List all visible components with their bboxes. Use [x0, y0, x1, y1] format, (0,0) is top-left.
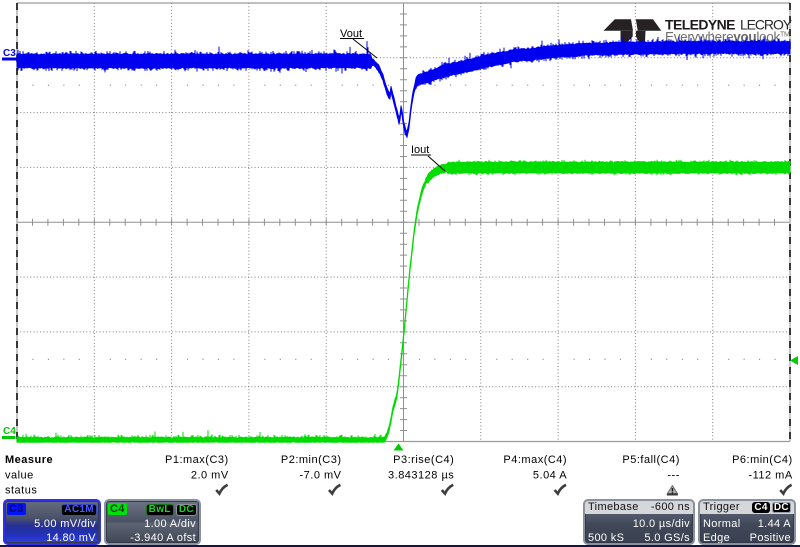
svg-text:P5:fall(C4): P5:fall(C4): [622, 454, 679, 466]
svg-text:Vout: Vout: [340, 28, 362, 40]
svg-text:P4:max(C4): P4:max(C4): [503, 454, 567, 466]
svg-text:---: ---: [667, 470, 680, 482]
svg-text:P1:max(C3): P1:max(C3): [165, 454, 229, 466]
svg-text:P3:rise(C4): P3:rise(C4): [393, 454, 454, 466]
svg-text:TELEDYNE: TELEDYNE: [665, 17, 735, 33]
svg-text:Iout: Iout: [411, 144, 429, 156]
svg-text:-7.0 mV: -7.0 mV: [299, 470, 341, 482]
svg-text:C4: C4: [3, 426, 16, 437]
svg-text:3.843128 µs: 3.843128 µs: [388, 470, 454, 482]
svg-text:status: status: [5, 485, 37, 497]
svg-text:LECROY: LECROY: [740, 17, 793, 33]
svg-text:Measure: Measure: [5, 454, 53, 466]
svg-text:value: value: [5, 470, 34, 482]
svg-text:P6:min(C4): P6:min(C4): [732, 454, 793, 466]
svg-text:-112 mA: -112 mA: [748, 470, 792, 482]
svg-text:2.0 mV: 2.0 mV: [191, 470, 229, 482]
svg-text:5.04 A: 5.04 A: [533, 470, 567, 482]
svg-text:C3: C3: [3, 48, 16, 59]
svg-text:P2:min(C3): P2:min(C3): [281, 454, 342, 466]
